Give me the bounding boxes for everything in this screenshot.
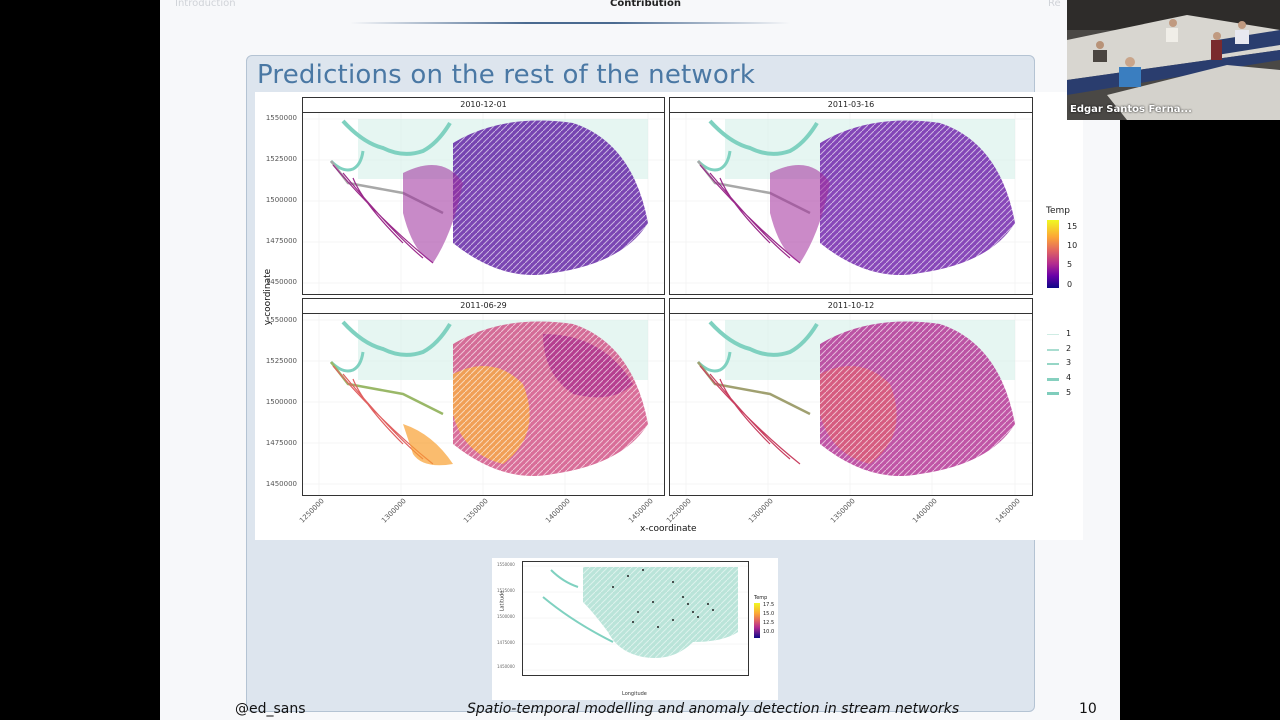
- width-swatch-3: [1047, 363, 1059, 365]
- x-tick: 1300000: [380, 497, 408, 525]
- presentation-slide: Introduction Contribution Re Predictions…: [160, 0, 1120, 720]
- x-tick: 1250000: [298, 497, 326, 525]
- width-legend-label: 5: [1066, 388, 1072, 397]
- inset-map-panel: [522, 561, 749, 676]
- y-tick: 1475000: [265, 237, 297, 245]
- participant-name: Edgar Santos Ferna...: [1070, 104, 1192, 115]
- y-tick: 1525000: [265, 155, 297, 163]
- facet-2011-06-29: 2011-06-29: [302, 298, 665, 496]
- camera-feed: [1067, 0, 1280, 120]
- y-tick: 1450000: [265, 480, 297, 488]
- width-swatch-1: [1047, 334, 1059, 335]
- inset-y-axis-title: Latitude: [499, 590, 506, 612]
- facet-2010-12-01: 2010-12-01: [302, 97, 665, 295]
- width-swatch-5: [1047, 392, 1059, 395]
- inset-legend-tick: 12.5: [763, 620, 775, 626]
- width-legend-label: 3: [1066, 358, 1072, 367]
- temp-legend-tick: 5: [1067, 260, 1073, 269]
- inset-legend-tick: 10.0: [763, 629, 775, 635]
- width-swatch-2: [1047, 349, 1059, 351]
- temp-legend-title: Temp: [1046, 206, 1070, 216]
- nav-section-contribution[interactable]: Contribution: [610, 0, 681, 9]
- facet-2011-10-12: 2011-10-12: [669, 298, 1033, 496]
- y-tick: 1550000: [265, 114, 297, 122]
- x-tick: 1400000: [911, 497, 939, 525]
- map-panel: [303, 113, 664, 294]
- y-tick: 1450000: [265, 278, 297, 286]
- y-tick: 1475000: [265, 439, 297, 447]
- footer-author: @ed_sans: [235, 701, 306, 717]
- x-tick: 1250000: [665, 497, 693, 525]
- map-panel: [670, 314, 1032, 495]
- page-number: 10: [1079, 701, 1097, 717]
- video-participant-tile[interactable]: Edgar Santos Ferna...: [1067, 0, 1280, 120]
- facet-2011-03-16: 2011-03-16: [669, 97, 1033, 295]
- nav-section-introduction[interactable]: Introduction: [175, 0, 236, 9]
- temp-legend-tick: 10: [1067, 241, 1078, 250]
- temp-legend-tick: 15: [1067, 222, 1078, 231]
- y-tick: 1550000: [265, 316, 297, 324]
- map-panel: [670, 113, 1032, 294]
- y-tick: 1500000: [265, 398, 297, 406]
- facet-strip: 2010-12-01: [303, 98, 664, 113]
- inset-legend-tick: 15.0: [763, 611, 775, 617]
- map-panel: [303, 314, 664, 495]
- stream-network-map: [670, 314, 1032, 495]
- inset-y-tick: 1475000: [497, 640, 515, 645]
- progress-line: [350, 22, 790, 24]
- temp-colorbar: [1047, 220, 1059, 288]
- facet-strip: 2011-06-29: [303, 299, 664, 314]
- inset-y-tick: 1500000: [497, 614, 515, 619]
- x-tick: 1300000: [747, 497, 775, 525]
- facet-strip: 2011-10-12: [670, 299, 1032, 314]
- facet-strip: 2011-03-16: [670, 98, 1032, 113]
- prediction-figure: y-coordinate x-coordinate 2010-12-01: [255, 92, 1083, 540]
- y-tick: 1525000: [265, 357, 297, 365]
- x-tick: 1350000: [829, 497, 857, 525]
- inset-y-tick: 1550000: [497, 562, 515, 567]
- inset-y-tick: 1525000: [497, 588, 515, 593]
- slide-footer: @ed_sans Spatio-temporal modelling and a…: [160, 700, 1120, 720]
- section-navigation: Introduction Contribution Re: [160, 0, 1120, 12]
- inset-colorbar: [754, 603, 760, 638]
- y-tick: 1500000: [265, 196, 297, 204]
- width-legend-label: 4: [1066, 373, 1072, 382]
- x-tick: 1400000: [544, 497, 572, 525]
- observation-sites-figure: Latitude Longitude 1550000 1525000 15000…: [492, 558, 778, 700]
- x-tick: 1350000: [462, 497, 490, 525]
- inset-legend-title: Temp: [754, 595, 768, 601]
- slide-title: Predictions on the rest of the network: [257, 60, 756, 90]
- temp-legend-tick: 0: [1067, 280, 1073, 289]
- stream-network-map: [670, 113, 1032, 294]
- width-legend-label: 2: [1066, 344, 1072, 353]
- x-tick: 1450000: [627, 497, 655, 525]
- x-axis-title: x-coordinate: [640, 524, 697, 534]
- width-swatch-4: [1047, 378, 1059, 381]
- inset-legend-tick: 17.5: [763, 602, 775, 608]
- width-legend-label: 1: [1066, 329, 1072, 338]
- footer-talk-title: Spatio-temporal modelling and anomaly de…: [467, 701, 960, 717]
- stream-network-map: [303, 113, 664, 294]
- inset-y-tick: 1450000: [497, 664, 515, 669]
- inset-x-axis-title: Longitude: [622, 691, 647, 697]
- nav-section-next[interactable]: Re: [1048, 0, 1061, 9]
- x-tick: 1450000: [994, 497, 1022, 525]
- full-network-map: [523, 565, 748, 671]
- stream-network-map: [303, 314, 664, 495]
